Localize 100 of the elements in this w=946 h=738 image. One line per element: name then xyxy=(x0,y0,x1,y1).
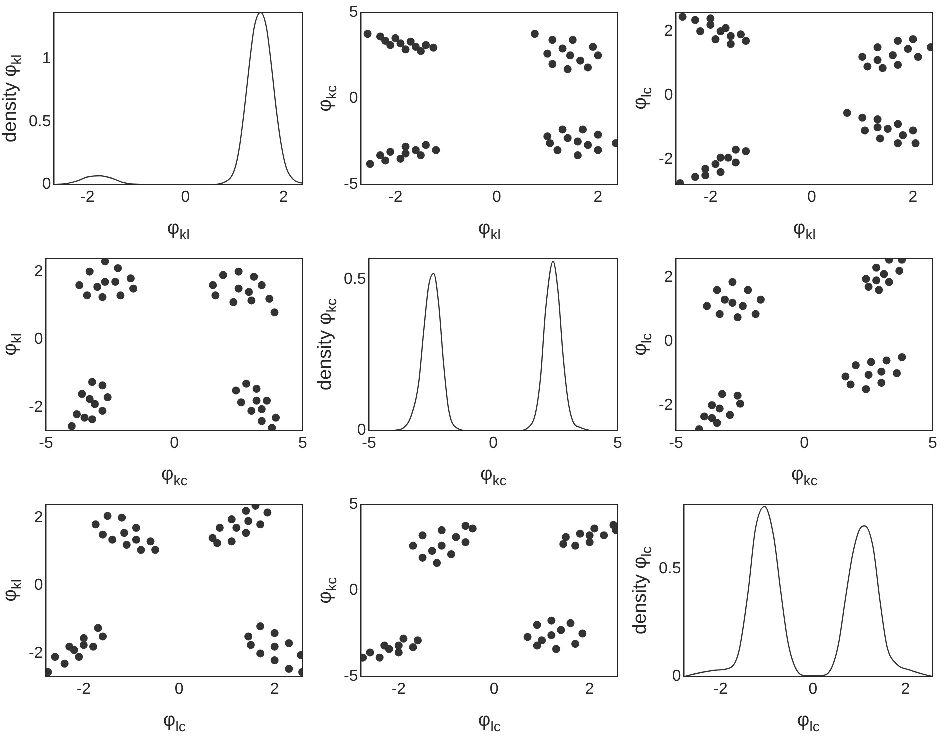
point xyxy=(130,284,138,293)
x-tick-label: 5 xyxy=(298,434,308,452)
point xyxy=(576,56,585,65)
point xyxy=(888,51,897,60)
y-tick-label: 5 xyxy=(349,496,358,514)
point xyxy=(270,642,279,651)
point xyxy=(409,644,418,652)
point xyxy=(86,268,94,276)
point xyxy=(884,125,892,134)
point xyxy=(285,640,294,648)
point xyxy=(548,631,556,640)
point xyxy=(732,146,740,154)
point xyxy=(80,641,88,650)
y-tick-label: -2 xyxy=(658,150,674,168)
point xyxy=(878,64,887,72)
y-tick-label: 0 xyxy=(664,86,674,104)
point xyxy=(285,664,294,673)
point xyxy=(578,630,587,638)
point xyxy=(874,56,882,64)
point xyxy=(842,372,850,381)
point xyxy=(366,160,374,168)
point xyxy=(422,41,430,50)
x-tick-label: 0 xyxy=(170,434,180,452)
point xyxy=(452,533,460,542)
point xyxy=(544,50,552,58)
point xyxy=(862,275,870,284)
point xyxy=(270,656,279,664)
y-tick-label: 0.5 xyxy=(344,271,366,288)
x-tick-label: 2 xyxy=(908,188,918,206)
point xyxy=(428,547,436,556)
point xyxy=(272,414,280,422)
x-tick-label: -2 xyxy=(704,188,718,206)
point xyxy=(721,296,730,304)
point xyxy=(214,539,222,548)
point xyxy=(228,516,236,524)
point xyxy=(896,267,904,276)
point xyxy=(530,30,539,38)
point xyxy=(702,172,710,180)
point xyxy=(876,134,884,143)
point xyxy=(572,542,580,550)
point xyxy=(242,507,250,516)
point xyxy=(712,160,720,168)
y-tick-label: 0 xyxy=(34,577,44,594)
point xyxy=(882,356,891,365)
point xyxy=(703,302,712,310)
x-tick-label: -2 xyxy=(392,680,406,698)
point xyxy=(86,395,94,404)
point xyxy=(376,654,384,662)
point xyxy=(252,396,261,405)
point xyxy=(422,141,430,150)
y-tick-label: 0.5 xyxy=(658,560,682,578)
point xyxy=(864,62,872,71)
point xyxy=(878,368,886,376)
point xyxy=(718,390,726,398)
point xyxy=(880,270,888,278)
point xyxy=(250,272,258,281)
x-tick-label: 0 xyxy=(489,434,498,452)
x-tick-label: -2 xyxy=(80,188,95,206)
y-tick-label: 0 xyxy=(349,90,358,108)
point xyxy=(846,380,855,389)
point xyxy=(230,298,238,306)
point xyxy=(228,538,236,546)
point xyxy=(120,529,128,538)
point xyxy=(402,142,410,151)
y-tick-label: -2 xyxy=(28,399,44,416)
point xyxy=(584,141,592,150)
point xyxy=(263,396,272,405)
point xyxy=(574,138,582,146)
x-tick-label: 5 xyxy=(928,434,938,452)
point xyxy=(242,380,251,388)
point xyxy=(564,65,572,74)
point xyxy=(728,299,737,308)
point xyxy=(88,416,96,424)
point xyxy=(376,152,384,160)
point xyxy=(572,640,580,648)
point xyxy=(146,538,155,546)
point xyxy=(462,538,470,546)
point xyxy=(894,120,902,128)
point xyxy=(894,37,902,46)
point xyxy=(594,146,602,154)
point xyxy=(392,34,400,42)
point xyxy=(68,422,76,430)
x-tick-label: 0 xyxy=(492,188,502,206)
point xyxy=(256,520,265,529)
point xyxy=(258,281,266,290)
y-tick-label: 2 xyxy=(664,268,674,286)
point xyxy=(258,405,266,414)
point xyxy=(132,524,140,532)
point xyxy=(858,114,867,122)
x-tick-label: 2 xyxy=(901,680,910,698)
x-tick-label: 0 xyxy=(490,680,499,698)
y-tick-label: 2 xyxy=(34,509,44,526)
point xyxy=(756,296,765,304)
point xyxy=(94,624,102,632)
point xyxy=(702,165,710,174)
point xyxy=(256,650,265,658)
point xyxy=(872,276,881,285)
point xyxy=(208,534,217,542)
y-axis-title: density φlc xyxy=(630,546,655,635)
y-tick-label: 0 xyxy=(664,332,674,350)
